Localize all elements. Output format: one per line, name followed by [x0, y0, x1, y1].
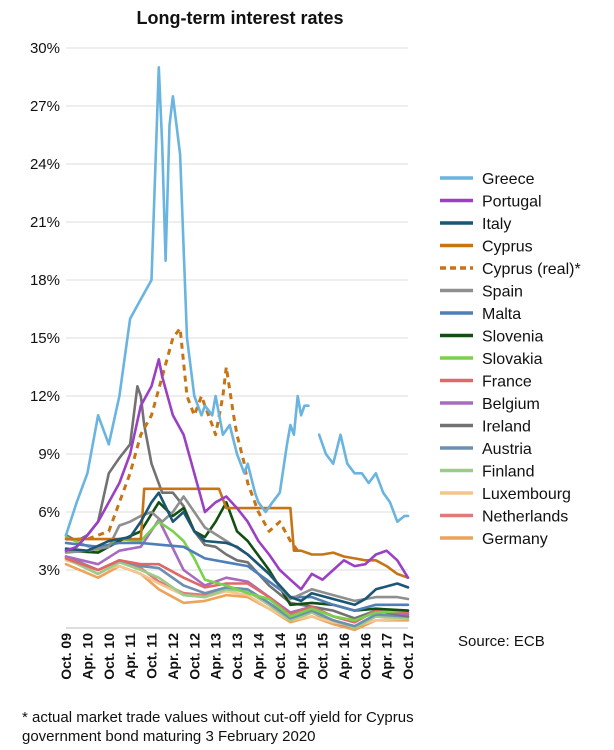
x-tick-label: Apr. 14 — [250, 633, 266, 680]
legend: Greece Portugal Italy Cyprus Cyprus (real)* S… — [440, 171, 581, 548]
legend-label: Portugal — [482, 194, 542, 211]
legend-label: Cyprus (real)* — [482, 261, 581, 278]
series-line-portugal — [64, 357, 410, 591]
legend-label: Ireland — [482, 419, 531, 436]
chart-title: Long-term interest rates — [136, 8, 343, 28]
x-tick-label: Apr. 15 — [293, 633, 309, 680]
y-tick-label: 24% — [30, 156, 60, 173]
legend-label: Belgium — [482, 396, 540, 413]
y-tick-label: 21% — [30, 214, 60, 231]
series-line-belgium — [64, 518, 410, 624]
series-line-cyprus-real — [66, 326, 299, 552]
y-tick-label: 18% — [30, 272, 60, 289]
y-tick-label: 27% — [30, 98, 60, 115]
footnote-line-2: government bond maturing 3 February 2020 — [22, 728, 316, 745]
x-tick-label: Apr. 11 — [122, 633, 138, 679]
series-line-slovakia — [64, 520, 410, 622]
y-axis-ticks: 30% 27% 24% 21% 18% 15% 12% 9% 6% 3% — [30, 40, 60, 579]
x-tick-label: Apr. 16 — [336, 633, 352, 680]
series-line-greece — [317, 433, 410, 524]
source-note: Source: ECB — [458, 633, 545, 650]
legend-label: Italy — [482, 216, 511, 233]
series-line-ireland — [64, 384, 410, 620]
x-axis-ticks: Oct. 09 Apr. 10 Oct. 10 Apr. 11 Oct. 11 Apr. … — [58, 633, 416, 680]
x-tick-label: Apr. 12 — [165, 633, 181, 680]
gridlines — [66, 47, 408, 629]
legend-label: Luxembourg — [482, 486, 571, 503]
y-tick-label: 12% — [30, 388, 60, 405]
series-line-italy — [64, 491, 410, 607]
x-tick-label: Oct. 12 — [186, 633, 202, 680]
legend-label: Spain — [482, 284, 523, 301]
series-line-malta — [64, 541, 410, 612]
x-tick-label: Oct. 14 — [272, 633, 288, 680]
x-tick-label: Apr. 13 — [208, 633, 224, 680]
x-tick-label: Oct. 13 — [229, 633, 245, 680]
y-tick-label: 9% — [38, 446, 60, 463]
x-tick-label: Oct. 15 — [315, 633, 331, 680]
legend-label: Austria — [482, 441, 532, 458]
legend-label: Greece — [482, 171, 535, 188]
series-line-greece — [64, 66, 310, 537]
y-tick-label: 15% — [30, 330, 60, 347]
legend-label: Slovenia — [482, 329, 543, 346]
series-line-spain — [64, 495, 410, 603]
x-tick-label: Oct. 11 — [144, 633, 160, 679]
y-tick-label: 3% — [38, 562, 60, 579]
y-tick-label: 6% — [38, 504, 60, 521]
x-tick-label: Apr. 17 — [379, 633, 395, 680]
x-tick-label: Oct. 09 — [58, 633, 74, 680]
legend-label: Malta — [482, 306, 521, 323]
legend-label: Slovakia — [482, 351, 543, 368]
x-tick-label: Oct. 10 — [101, 633, 117, 680]
legend-label: Germany — [482, 531, 548, 548]
legend-label: Finland — [482, 464, 534, 481]
footnote-line-1: * actual market trade values without cut… — [22, 709, 414, 726]
x-tick-label: Oct. 16 — [357, 633, 373, 680]
legend-label: France — [482, 374, 532, 391]
legend-label: Cyprus — [482, 239, 533, 256]
y-tick-label: 30% — [30, 40, 60, 57]
x-tick-label: Apr. 10 — [79, 633, 95, 680]
legend-label: Netherlands — [482, 509, 568, 526]
x-tick-label: Oct. 17 — [400, 633, 416, 680]
series-lines — [64, 66, 410, 632]
